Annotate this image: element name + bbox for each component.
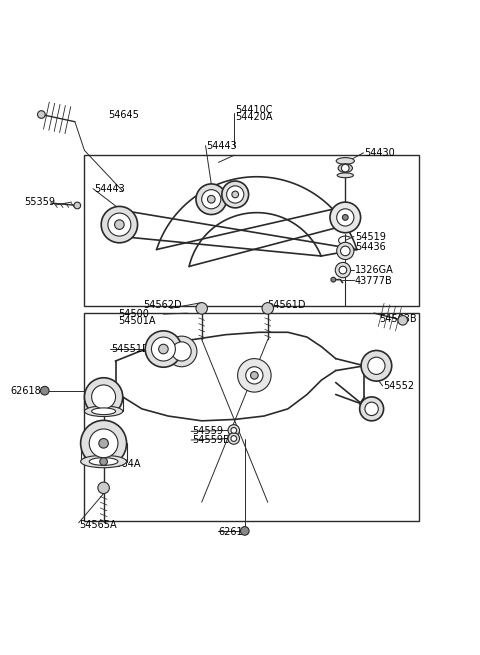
Circle shape xyxy=(166,336,197,367)
Circle shape xyxy=(84,378,123,416)
Text: 54430: 54430 xyxy=(364,148,395,158)
Text: 54519: 54519 xyxy=(355,232,386,242)
Circle shape xyxy=(89,429,118,458)
Text: 54559B: 54559B xyxy=(192,435,230,445)
Circle shape xyxy=(232,191,239,198)
Circle shape xyxy=(330,202,360,233)
Circle shape xyxy=(228,424,240,436)
Circle shape xyxy=(340,246,350,255)
Circle shape xyxy=(240,527,249,535)
Text: 54552: 54552 xyxy=(384,381,415,391)
Circle shape xyxy=(336,209,354,226)
Polygon shape xyxy=(84,155,420,306)
Ellipse shape xyxy=(89,458,118,465)
Circle shape xyxy=(360,397,384,421)
Ellipse shape xyxy=(338,164,352,172)
Circle shape xyxy=(246,367,263,384)
Circle shape xyxy=(341,164,349,172)
Circle shape xyxy=(335,263,350,278)
Circle shape xyxy=(331,277,336,282)
Circle shape xyxy=(152,337,175,361)
Polygon shape xyxy=(84,313,420,521)
Text: 54559: 54559 xyxy=(192,426,223,436)
Circle shape xyxy=(74,202,81,209)
Circle shape xyxy=(361,350,392,381)
Circle shape xyxy=(98,482,109,494)
Text: 54563B: 54563B xyxy=(379,314,417,324)
Text: 1326GA: 1326GA xyxy=(355,265,394,275)
Text: 54420A: 54420A xyxy=(235,112,273,122)
Circle shape xyxy=(398,316,408,325)
Circle shape xyxy=(228,433,240,444)
Circle shape xyxy=(238,358,271,392)
Circle shape xyxy=(81,421,127,466)
Circle shape xyxy=(196,184,227,215)
Text: 54443: 54443 xyxy=(206,141,237,151)
Circle shape xyxy=(222,181,249,208)
Circle shape xyxy=(336,242,354,259)
Circle shape xyxy=(108,213,131,236)
Circle shape xyxy=(207,195,215,203)
Circle shape xyxy=(251,371,258,379)
Circle shape xyxy=(368,357,385,375)
Circle shape xyxy=(172,342,191,361)
Circle shape xyxy=(202,190,221,209)
Circle shape xyxy=(262,303,274,314)
Circle shape xyxy=(145,331,181,367)
Text: 54561D: 54561D xyxy=(267,299,305,310)
Text: 54501A: 54501A xyxy=(118,316,156,326)
Circle shape xyxy=(231,436,237,441)
Circle shape xyxy=(227,186,244,203)
Text: 62618: 62618 xyxy=(10,386,41,396)
Text: 55359: 55359 xyxy=(24,197,56,207)
Text: 62618: 62618 xyxy=(218,527,249,537)
Text: 54645: 54645 xyxy=(108,109,139,119)
Circle shape xyxy=(37,111,45,119)
Ellipse shape xyxy=(337,173,353,178)
Circle shape xyxy=(115,220,124,229)
Circle shape xyxy=(342,215,348,220)
Text: 54443: 54443 xyxy=(94,183,125,194)
Circle shape xyxy=(100,458,108,465)
Circle shape xyxy=(196,303,207,314)
Text: 54410C: 54410C xyxy=(235,105,273,115)
Text: 54584A: 54584A xyxy=(104,459,141,469)
Text: 54551D: 54551D xyxy=(111,344,149,354)
Text: 43777B: 43777B xyxy=(355,276,393,286)
Circle shape xyxy=(365,402,378,415)
Ellipse shape xyxy=(92,408,116,415)
Circle shape xyxy=(339,266,347,274)
Text: 54565A: 54565A xyxy=(80,519,117,530)
Ellipse shape xyxy=(84,406,123,417)
Circle shape xyxy=(231,428,237,433)
Circle shape xyxy=(101,206,138,243)
Text: 54562D: 54562D xyxy=(144,299,182,310)
Text: 54500: 54500 xyxy=(118,309,149,319)
Ellipse shape xyxy=(81,455,127,468)
Circle shape xyxy=(40,386,49,395)
Circle shape xyxy=(92,385,116,409)
Text: 54436: 54436 xyxy=(355,242,385,252)
Ellipse shape xyxy=(336,158,354,164)
Circle shape xyxy=(99,439,108,448)
Circle shape xyxy=(158,345,168,354)
